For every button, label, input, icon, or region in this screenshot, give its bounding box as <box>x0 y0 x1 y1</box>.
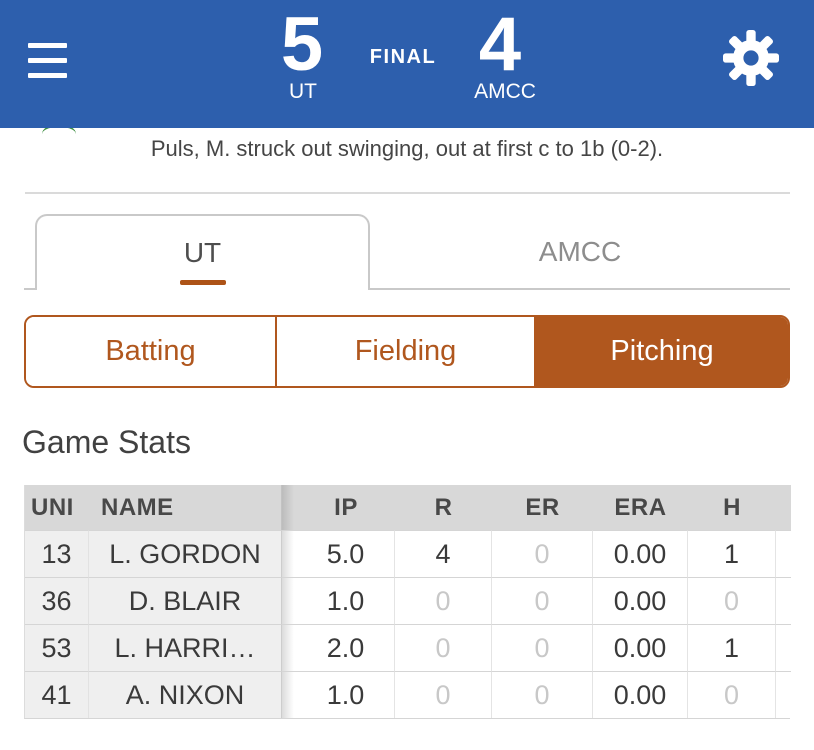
frozen-column-divider <box>281 577 297 624</box>
hamburger-icon <box>28 73 67 78</box>
stat-cell-ip: 2.0 <box>297 624 395 671</box>
game-stats-table[interactable]: UNI NAME IP R ER ERA H 13 L. GORDON 5.0 4 0 0… <box>24 485 791 719</box>
stat-cell-ip: 1.0 <box>297 577 395 624</box>
stat-cell-r: 0 <box>395 577 492 624</box>
stat-cell-era: 0.00 <box>593 577 688 624</box>
hamburger-icon <box>28 58 67 63</box>
column-header-name: NAME <box>89 485 281 530</box>
tab-amcc-label: AMCC <box>538 236 622 267</box>
player-name-cell: A. NIXON <box>89 671 281 718</box>
home-score: 5 <box>280 2 324 87</box>
cutoff-column-cell <box>776 671 791 718</box>
away-team-abbr: AMCC <box>474 80 536 103</box>
column-header-era: ERA <box>593 485 688 530</box>
uni-cell: 53 <box>25 624 89 671</box>
stat-cell-er: 0 <box>492 530 593 577</box>
section-divider <box>25 192 790 194</box>
tab-ut-label: UT <box>183 237 222 268</box>
frozen-column-divider <box>281 624 297 671</box>
stat-cell-r: 4 <box>395 530 492 577</box>
stat-cell-er: 0 <box>492 671 593 718</box>
segment-batting[interactable]: Batting <box>26 317 277 386</box>
team-tabs: UT AMCC <box>24 214 790 290</box>
player-name-cell: L. GORDON <box>89 530 281 577</box>
tab-amcc[interactable]: AMCC <box>370 214 790 290</box>
game-status-badge: FINAL <box>369 46 437 68</box>
stat-cell-era: 0.00 <box>593 624 688 671</box>
scoreboard-header: 5 FINAL 4 UT AMCC <box>0 0 814 128</box>
stat-cell-h: 0 <box>688 671 776 718</box>
stat-cell-r: 0 <box>395 624 492 671</box>
stat-cell-era: 0.00 <box>593 530 688 577</box>
hamburger-icon <box>28 43 67 48</box>
gear-icon <box>723 30 779 86</box>
stat-cell-h: 1 <box>688 530 776 577</box>
frozen-column-divider <box>281 485 297 530</box>
settings-button[interactable] <box>719 26 783 90</box>
home-team-abbr: UT <box>289 80 317 103</box>
tab-ut[interactable]: UT <box>35 214 370 290</box>
stat-cell-era: 0.00 <box>593 671 688 718</box>
away-score: 4 <box>478 2 522 87</box>
cutoff-column-cell <box>776 577 791 624</box>
active-tab-underline <box>179 280 226 285</box>
page-title: Game Stats <box>22 424 191 460</box>
cutoff-column-cell <box>776 624 791 671</box>
stat-cell-er: 0 <box>492 577 593 624</box>
uni-cell: 41 <box>25 671 89 718</box>
player-name-cell: L. HARRI… <box>89 624 281 671</box>
segment-fielding[interactable]: Fielding <box>277 317 536 386</box>
column-header-uni: UNI <box>25 485 89 530</box>
segment-pitching[interactable]: Pitching <box>536 317 788 386</box>
stat-type-segmented-control: Batting Fielding Pitching <box>24 315 790 388</box>
stat-cell-ip: 1.0 <box>297 671 395 718</box>
stat-cell-h: 0 <box>688 577 776 624</box>
frozen-column-divider <box>281 671 297 718</box>
column-header-er: ER <box>492 485 593 530</box>
cutoff-column-header <box>776 485 791 530</box>
uni-cell: 13 <box>25 530 89 577</box>
cutoff-column-cell <box>776 530 791 577</box>
stat-cell-r: 0 <box>395 671 492 718</box>
frozen-column-divider <box>281 530 297 577</box>
stat-cell-er: 0 <box>492 624 593 671</box>
menu-button[interactable] <box>28 43 67 78</box>
uni-cell: 36 <box>25 577 89 624</box>
column-header-r: R <box>395 485 492 530</box>
stat-cell-ip: 5.0 <box>297 530 395 577</box>
column-header-h: H <box>688 485 776 530</box>
column-header-ip: IP <box>297 485 395 530</box>
stat-cell-h: 1 <box>688 624 776 671</box>
player-name-cell: D. BLAIR <box>89 577 281 624</box>
play-by-play-text: Puls, M. struck out swinging, out at fir… <box>150 136 664 161</box>
